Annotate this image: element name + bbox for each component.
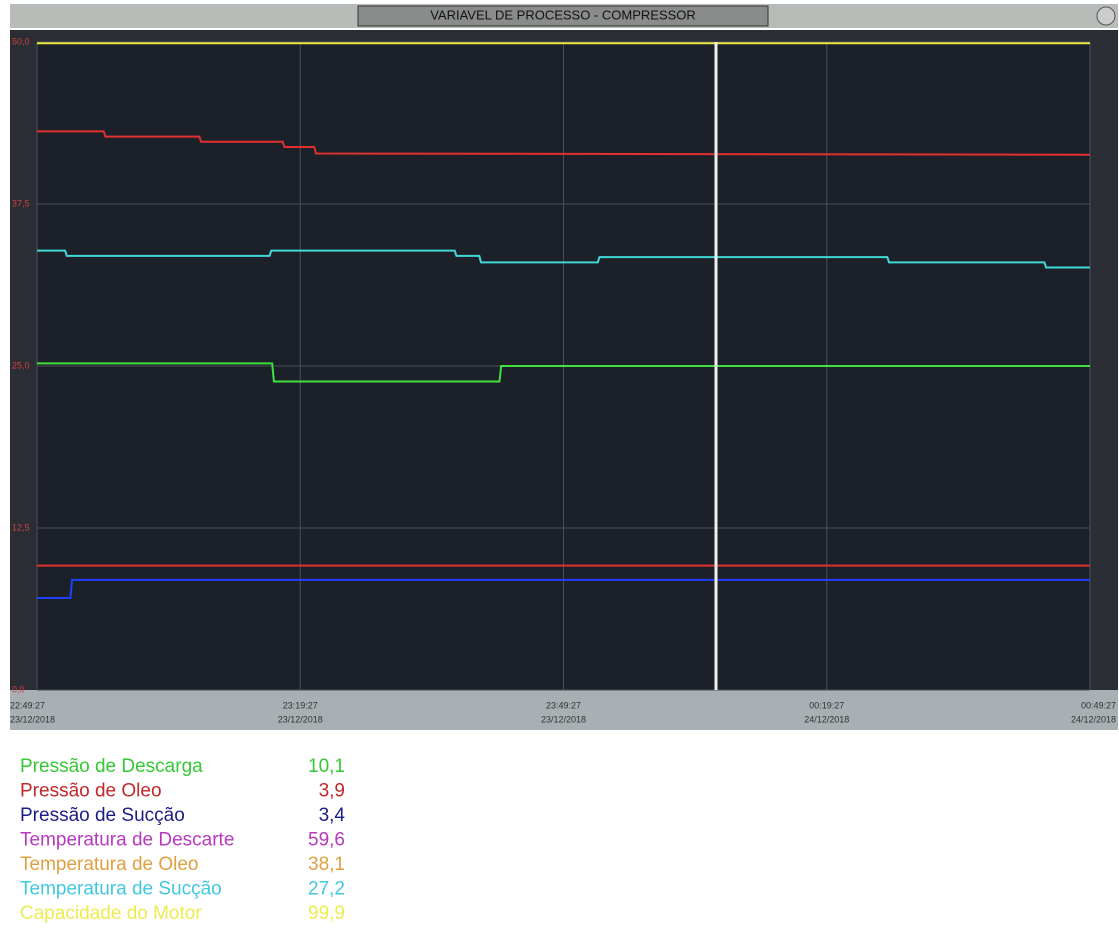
y-tick-label: 25,0: [12, 360, 30, 370]
close-button[interactable]: [1097, 7, 1115, 25]
readout-name: Temperatura de Sucção: [20, 879, 222, 900]
x-tick-label: 23:49:27: [546, 700, 581, 710]
x-tick-date: 23/12/2018: [278, 714, 323, 724]
y-tick-label: 12,5: [12, 522, 30, 532]
readout-value: 3,9: [319, 781, 345, 802]
readout: Pressão de Descarga 10,1 Pressão de Oleo 3,…: [20, 756, 345, 924]
readout-name: Capacidade do Motor: [20, 903, 202, 924]
x-tick-label: 23:19:27: [283, 700, 318, 710]
readout-name: Pressão de Sucção: [20, 805, 185, 826]
x-tick-date: 24/12/2018: [1071, 714, 1116, 724]
x-tick-date: 23/12/2018: [541, 714, 586, 724]
readout-name: Pressão de Descarga: [20, 756, 203, 777]
readout-value: 3,4: [319, 805, 346, 826]
readout-name: Pressão de Oleo: [20, 781, 162, 802]
y-tick-label: 50,0: [12, 36, 30, 46]
chart-title: VARIAVEL DE PROCESSO - COMPRESSOR: [430, 7, 696, 22]
y-tick-label: 37,5: [12, 198, 30, 208]
x-tick-date: 23/12/2018: [10, 714, 55, 724]
screen: VARIAVEL DE PROCESSO - COMPRESSOR 0,0 12,…: [0, 0, 1119, 947]
y-tick-label: 0,0: [12, 684, 25, 694]
x-tick-date: 24/12/2018: [804, 714, 849, 724]
x-tick-label: 00:19:27: [809, 700, 844, 710]
readout-value: 59,6: [308, 830, 345, 851]
x-tick-label: 00:49:27: [1081, 700, 1116, 710]
readout-value: 38,1: [308, 854, 345, 875]
readout-value: 27,2: [308, 879, 345, 900]
x-tick-label: 22:49:27: [10, 700, 45, 710]
readout-name: Temperatura de Descarte: [20, 830, 234, 851]
readout-value: 99,9: [308, 903, 345, 924]
readout-name: Temperatura de Oleo: [20, 854, 199, 875]
readout-value: 10,1: [308, 756, 345, 777]
